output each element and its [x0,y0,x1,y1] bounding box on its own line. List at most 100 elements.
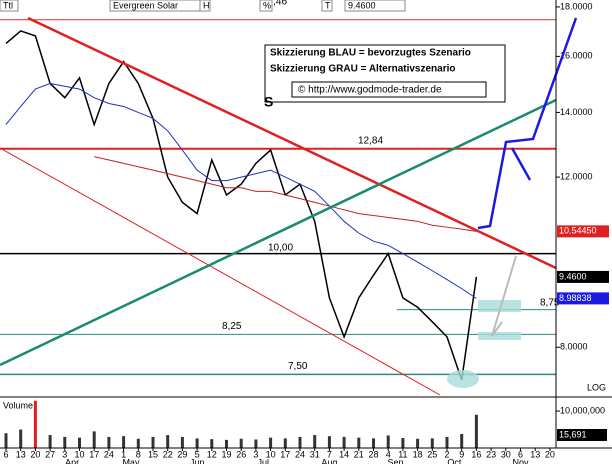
month-label: Jul [257,457,269,464]
y-tick-label: 14.0000 [560,107,593,117]
header-cell [199,0,211,12]
x-tick-label: 6 [3,449,8,459]
volume-bar [357,437,361,448]
volume-bar [269,437,273,448]
target-zone [447,370,479,388]
legend-text: Skizzierung GRAU = Alternativszenario [270,64,456,75]
price-label: 8.98838 [559,293,592,303]
x-tick-label: 16 [471,449,481,459]
volume-bar [283,438,287,448]
level-label: 8,25 [222,321,242,332]
volume-last-label: 15,691 [559,429,587,439]
volume-bar [19,429,23,448]
price-label-box [557,292,609,305]
x-tick-label: 14 [339,449,349,459]
volume-bar [151,436,155,448]
y-tick-label: 16.0000 [560,51,593,61]
volume-bar [166,435,170,448]
month-label: Oct [447,457,462,464]
header-text: T [325,0,331,10]
volume-bar [239,438,243,448]
x-tick-label: 10 [266,449,276,459]
x-tick-label: 20 [545,449,555,459]
scenario-blue [477,17,578,230]
header-text: Ttl [3,0,13,10]
volume-bar [386,435,390,448]
x-tick-label: 10 [74,449,84,459]
volume-bar [430,438,434,448]
volume-bar [445,436,449,448]
x-tick-label: 13 [530,449,540,459]
level-label: 10,00 [268,242,293,253]
annotation: S [264,94,273,110]
volume-bar [342,436,346,448]
volume-bar [180,436,184,448]
x-tick-label: 26 [236,449,246,459]
trend-line [0,147,441,396]
header-text: Evergreen Solar [113,0,178,10]
x-tick-label: 4 [386,449,391,459]
volume-bar [225,439,228,448]
header-cell [344,0,406,12]
volume-bar [107,436,111,448]
volume-bar [401,438,405,448]
volume-bar [78,437,81,448]
x-tick-label: 27 [45,449,55,459]
x-tick-label: 19 [221,449,231,459]
x-tick-label: 15 [148,449,158,459]
scenario-grey [491,255,517,337]
level-label: 17,46 [262,0,287,7]
x-tick-label: 11 [398,449,407,459]
legend-text: © http://www.godmode-trader.de [298,85,442,96]
price-label-box [557,270,609,283]
price-label-box [557,225,609,238]
x-tick-label: 24 [104,449,114,459]
volume-bar [460,433,464,448]
volume-bar [48,435,52,448]
level-label: 12,84 [358,135,383,146]
volume-label-box [557,429,607,441]
trend-line [27,16,557,270]
volume-bar [92,431,96,448]
volume-bar [416,438,420,448]
header-text: 9.4600 [348,0,376,10]
volume-bar [136,438,140,448]
x-tick-label: 24 [295,449,305,459]
x-tick-label: 30 [501,449,511,459]
volume-bar [122,436,126,448]
x-tick-label: 28 [368,449,378,459]
x-tick-label: 17 [89,449,99,459]
header-cell [321,0,333,12]
level-label: 8,75 [540,297,560,308]
volume-bar [327,436,331,448]
scenario-blue [510,147,532,181]
trend-line [0,98,557,367]
volume-bar [210,439,214,448]
x-tick-label: 17 [280,449,290,459]
volume-bar [298,436,302,448]
x-tick-label: 18 [413,449,423,459]
price-label: 9.4600 [559,271,587,281]
x-tick-label: 20 [30,449,40,459]
volume-bar [33,400,37,448]
x-tick-label: 8 [136,449,141,459]
volume-bar [474,414,478,448]
x-tick-label: 1 [121,449,126,459]
volume-label: Volume [3,400,33,410]
header-text: H [203,0,210,10]
target-zone [478,300,521,312]
x-tick-label: 3 [253,449,258,459]
x-tick-label: 13 [16,449,26,459]
price-label: 10.54450 [559,226,597,236]
legend-box [291,81,487,98]
x-tick-label: 5 [195,449,200,459]
x-tick-label: 23 [486,449,496,459]
price-panel: 8.0000 12.0000 14.0000 16.0000 18.0000 17,46 1… [0,0,593,381]
x-tick-label: 12 [207,449,217,459]
x-tick-label: 6 [518,449,523,459]
volume-bar [63,436,67,448]
x-tick-label: 9 [459,449,464,459]
month-label: Apr [65,457,79,464]
